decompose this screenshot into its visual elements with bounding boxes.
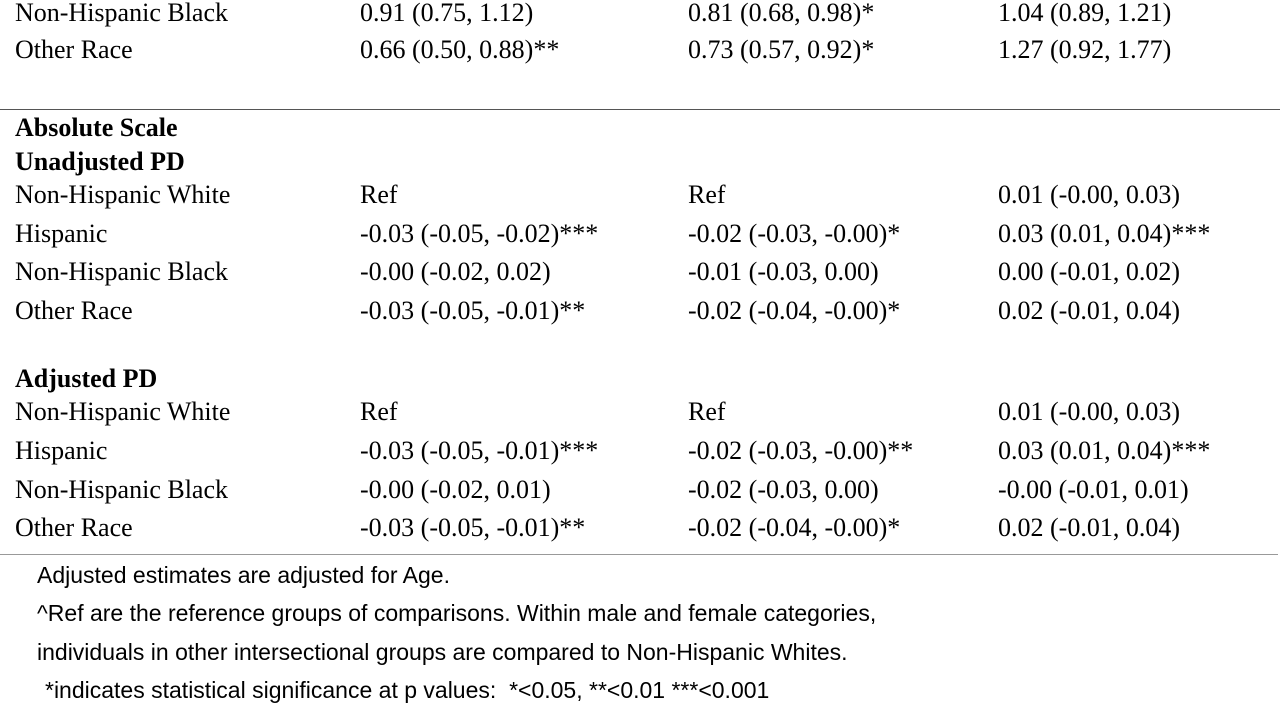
cell: 1.04 (0.89, 1.21) <box>998 0 1172 27</box>
footnote: *indicates statistical significance at p… <box>45 676 770 703</box>
cell: Ref <box>688 397 726 427</box>
cell: -0.00 (-0.01, 0.01) <box>998 474 1189 504</box>
cell: Ref <box>360 397 398 427</box>
cell: -0.02 (-0.03, -0.00)** <box>688 436 914 465</box>
cell: 0.02 (-0.01, 0.04) <box>998 513 1180 543</box>
row-label: Other Race <box>15 295 133 325</box>
cell: 0.91 (0.75, 1.12) <box>360 0 534 27</box>
cell: -0.02 (-0.03, 0.00) <box>688 474 879 504</box>
row-label: Hispanic <box>15 218 108 248</box>
row-label: Other Race <box>15 513 133 543</box>
section-heading: Adjusted PD <box>15 364 158 394</box>
footnote: ^Ref are the reference groups of compari… <box>37 600 877 627</box>
cell: Ref <box>688 180 726 209</box>
cell: Ref <box>360 180 398 209</box>
section-heading: Unadjusted PD <box>15 147 185 176</box>
rule <box>0 554 1278 555</box>
footnote: individuals in other intersectional grou… <box>37 638 848 665</box>
cell: 0.03 (0.01, 0.04)*** <box>998 218 1211 248</box>
cell: 0.00 (-0.01, 0.02) <box>998 257 1180 287</box>
section-heading: Absolute Scale <box>15 113 178 142</box>
rule <box>0 109 1280 110</box>
row-label: Hispanic <box>15 436 108 465</box>
cell: 0.02 (-0.01, 0.04) <box>998 295 1180 325</box>
cell: -0.00 (-0.02, 0.02) <box>360 257 551 287</box>
footnote: Adjusted estimates are adjusted for Age. <box>37 562 450 588</box>
cell: 0.66 (0.50, 0.88)** <box>360 35 560 64</box>
cell: 0.73 (0.57, 0.92)* <box>688 35 875 64</box>
cell: -0.03 (-0.05, -0.01)*** <box>360 436 599 465</box>
cell: 1.27 (0.92, 1.77) <box>998 35 1172 64</box>
cell: -0.00 (-0.02, 0.01) <box>360 474 551 504</box>
row-label: Non-Hispanic White <box>15 180 231 209</box>
cell: -0.02 (-0.03, -0.00)* <box>688 218 901 248</box>
row-label: Non-Hispanic White <box>15 397 231 427</box>
row-label: Non-Hispanic Black <box>15 474 229 504</box>
cell: 0.01 (-0.00, 0.03) <box>998 180 1180 209</box>
cell: -0.02 (-0.04, -0.00)* <box>688 295 901 325</box>
cell: -0.03 (-0.05, -0.01)** <box>360 295 586 325</box>
row-label: Other Race <box>15 35 133 64</box>
cell: -0.01 (-0.03, 0.00) <box>688 257 879 287</box>
row-label: Non-Hispanic Black <box>15 0 229 27</box>
row-label: Non-Hispanic Black <box>15 257 229 287</box>
cell: -0.03 (-0.05, -0.02)*** <box>360 218 599 248</box>
cell: -0.03 (-0.05, -0.01)** <box>360 513 586 543</box>
cell: -0.02 (-0.04, -0.00)* <box>688 513 901 543</box>
cell: 0.01 (-0.00, 0.03) <box>998 397 1180 427</box>
cell: 0.03 (0.01, 0.04)*** <box>998 436 1211 465</box>
cell: 0.81 (0.68, 0.98)* <box>688 0 875 27</box>
